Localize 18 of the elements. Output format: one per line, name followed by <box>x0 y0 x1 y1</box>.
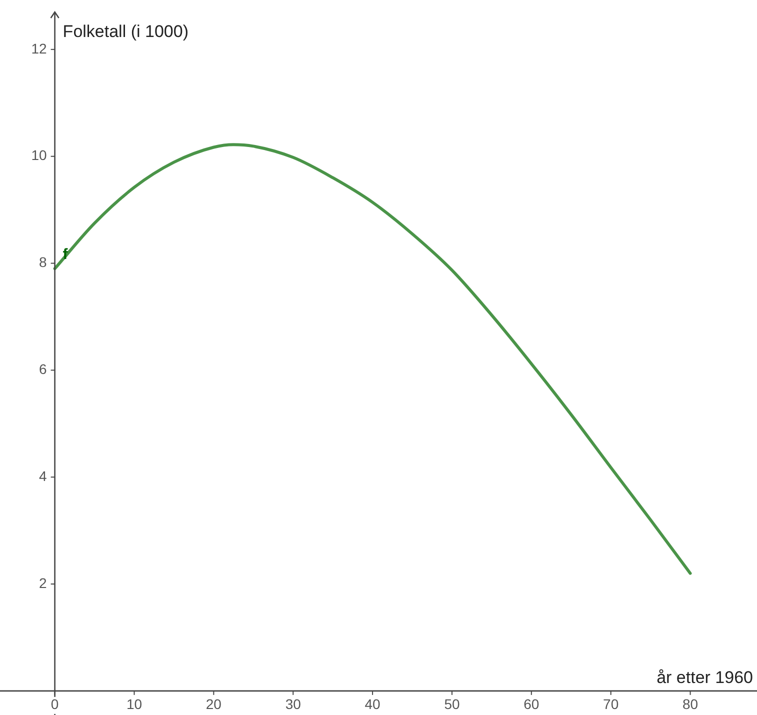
x-tick-label: 0 <box>50 696 59 712</box>
line-series <box>53 143 692 575</box>
y-tick-label: 10 <box>31 147 48 164</box>
x-tick-label: 60 <box>524 696 540 712</box>
x-tick-label: 80 <box>682 696 698 712</box>
y-axis-title: Folketall (i 1000) <box>62 22 188 42</box>
x-tick-label: 70 <box>603 696 619 712</box>
x-tick-label: 30 <box>285 696 302 712</box>
x-tick-label: 10 <box>126 696 142 712</box>
y-tick-label: 8 <box>39 254 48 270</box>
y-tick-label: 2 <box>39 574 48 591</box>
x-tick-label: 50 <box>444 696 460 712</box>
x-tick-label: 20 <box>206 696 222 712</box>
x-axis-title: år etter 1960 <box>656 668 753 688</box>
x-tick-label: 40 <box>364 696 381 712</box>
y-tick-label: 12 <box>31 40 48 56</box>
y-tick-label: 4 <box>39 468 48 484</box>
y-tick-label: 6 <box>39 361 48 378</box>
